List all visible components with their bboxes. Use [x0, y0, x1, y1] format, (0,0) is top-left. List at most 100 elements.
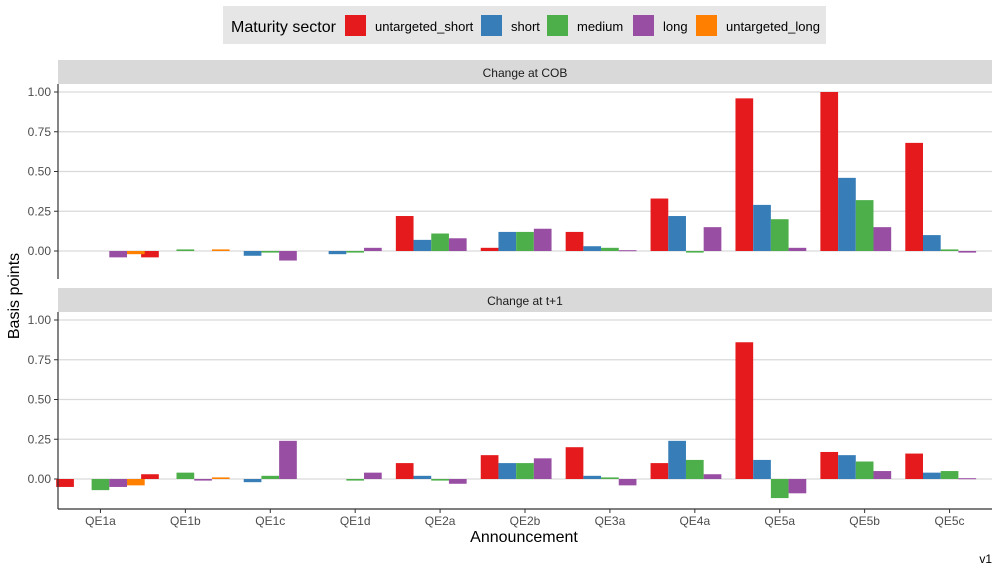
x-tick-label: QE5b: [849, 514, 880, 528]
bar-untargeted_short-QE1b: [141, 474, 159, 479]
x-axis-title: Announcement: [470, 529, 578, 546]
bar-long-QE4a: [703, 474, 722, 479]
legend-item-long: long: [633, 15, 688, 36]
bar-long-QE2a: [448, 479, 467, 484]
bar-long-QE4a: [703, 227, 722, 251]
panel-title: Change at t+1: [487, 294, 563, 308]
legend-item-medium: medium: [547, 15, 623, 36]
y-tick-label: 1.00: [28, 313, 52, 327]
x-tick-label: QE5a: [764, 514, 795, 528]
bar-untargeted_short-QE4a: [650, 198, 669, 251]
bar-short-QE2a: [413, 239, 432, 251]
bar-untargeted_short-QE1b: [141, 251, 159, 258]
x-tick-label: QE5c: [935, 514, 965, 528]
legend-item-untargeted_short: untargeted_short: [345, 15, 474, 36]
bar-untargeted_short-QE1a: [56, 479, 74, 487]
bar-medium-QE1b: [176, 472, 195, 479]
bar-long-QE5a: [788, 247, 807, 251]
bar-medium-QE5a: [770, 219, 789, 251]
bar-medium-QE5b: [855, 200, 874, 251]
y-tick-label: 1.00: [28, 85, 52, 99]
bar-short-QE1c: [243, 251, 262, 256]
bar-untargeted_long-QE1b: [211, 249, 230, 251]
bar-short-QE4a: [668, 216, 686, 251]
bar-long-QE5b: [873, 227, 892, 251]
x-tick-label: QE3a: [595, 514, 626, 528]
panel-title: Change at COB: [483, 66, 568, 80]
bar-long-QE1a: [109, 251, 128, 258]
bar-short-QE2b: [498, 231, 517, 251]
bar-medium-QE2b: [516, 463, 534, 479]
bar-medium-QE1d: [346, 251, 365, 253]
y-tick-label: 0.50: [28, 165, 52, 179]
bar-short-QE3a: [583, 246, 602, 251]
legend-title: Maturity sector: [231, 19, 337, 36]
bar-short-QE2a: [413, 475, 432, 479]
panel-strip: [58, 288, 992, 312]
bar-medium-QE5c: [940, 471, 959, 479]
legend-label-long: long: [663, 19, 688, 34]
legend-background: [223, 6, 826, 44]
bar-short-QE1c: [243, 479, 262, 483]
bar-untargeted_short-QE2a: [395, 216, 414, 251]
x-tick-label: QE1b: [170, 514, 201, 528]
y-axis-title: Basis points: [6, 253, 23, 339]
bar-long-QE1c: [279, 440, 297, 479]
bar-long-QE1c: [279, 251, 297, 261]
bar-untargeted_short-QE5b: [820, 451, 839, 479]
y-tick-label: 0.00: [28, 244, 52, 258]
bar-short-QE1d: [328, 251, 347, 255]
legend-label-untargeted_short: untargeted_short: [375, 19, 474, 34]
legend-label-untargeted_long: untargeted_long: [726, 19, 820, 34]
bar-untargeted_short-QE2b: [480, 247, 499, 251]
bar-medium-QE2a: [431, 479, 449, 481]
bar-untargeted_long-QE1a: [127, 251, 145, 255]
legend-key-long: [633, 15, 654, 36]
legend-key-short: [481, 15, 502, 36]
bar-untargeted_short-QE2b: [480, 455, 499, 479]
bar-medium-QE2a: [431, 233, 449, 251]
bar-long-QE1a: [109, 479, 128, 487]
legend: Maturity sector untargeted_short short med…: [223, 6, 826, 44]
legend-items: untargeted_short short medium long untargete…: [345, 15, 820, 36]
x-tick-label: QE4a: [679, 514, 710, 528]
bar-medium-QE5b: [855, 461, 874, 479]
bar-medium-QE3a: [601, 247, 619, 251]
bar-untargeted_short-QE5a: [735, 342, 754, 479]
y-tick-label: 0.25: [28, 432, 52, 446]
bar-untargeted_short-QE5b: [820, 92, 839, 251]
bar-long-QE3a: [618, 250, 637, 252]
legend-key-medium: [547, 15, 568, 36]
bar-short-QE5c: [922, 235, 941, 251]
legend-label-short: short: [511, 19, 540, 34]
bar-long-QE2b: [533, 228, 552, 251]
bar-medium-QE5c: [940, 249, 959, 251]
bar-short-QE5c: [922, 472, 941, 479]
panel-1: Change at COB 0.00 0.25 0.50 0.75 1.00: [28, 60, 992, 279]
bar-short-QE2b: [498, 463, 517, 479]
bar-untargeted_short-QE3a: [565, 231, 584, 251]
bar-long-QE5b: [873, 471, 892, 479]
legend-item-untargeted_long: untargeted_long: [696, 15, 820, 36]
bar-long-QE1b: [194, 479, 212, 481]
bar-short-QE5b: [838, 177, 856, 251]
y-tick-label: 0.25: [28, 204, 52, 218]
bar-untargeted_short-QE3a: [565, 447, 584, 479]
bar-medium-QE4a: [685, 459, 704, 479]
bar-medium-QE1b: [176, 249, 195, 251]
x-tick-label: QE1c: [255, 514, 285, 528]
caption: v1: [979, 552, 992, 566]
bar-medium-QE1a: [91, 479, 110, 491]
bar-medium-QE1c: [261, 251, 280, 253]
bar-medium-QE3a: [601, 477, 619, 479]
panels: Change at COB0.000.250.500.751.00Change …: [28, 60, 992, 528]
bar-short-QE5b: [838, 455, 856, 479]
bar-long-QE1d: [364, 247, 382, 251]
legend-key-untargeted_long: [696, 15, 717, 36]
bar-untargeted_short-QE5a: [735, 98, 754, 251]
bar-long-QE1d: [364, 472, 382, 479]
x-tick-label: QE2a: [425, 514, 456, 528]
panel-2: Change at t+1 0.00 0.25 0.50 0.75 1.00 QE1a QE1…: [28, 288, 992, 528]
bar-short-QE3a: [583, 475, 602, 479]
